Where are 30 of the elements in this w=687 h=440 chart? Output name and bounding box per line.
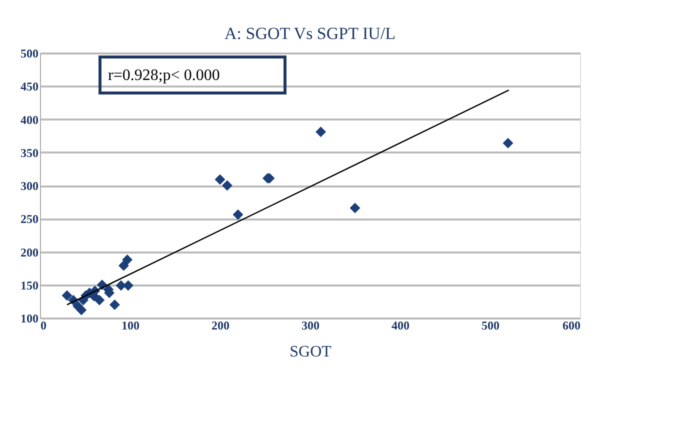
point (316, 126, 326, 138)
point (118, 260, 129, 271)
point (76, 304, 87, 316)
annotation: r=0.928;p< 0.000 (108, 67, 220, 84)
x-tick-label: 0 (40, 318, 46, 332)
x-tick-label: 300 (302, 318, 320, 332)
x-tick-label: 200 (212, 318, 230, 332)
x-tick-label: 100 (122, 318, 140, 332)
y-tick-label: 300 (20, 179, 38, 193)
y-tick-label: 500 (20, 46, 38, 60)
point (109, 300, 120, 310)
y-tick-label: 400 (20, 112, 38, 127)
y-tick-label: 350 (20, 146, 38, 160)
point (350, 202, 360, 214)
x-tick-label: 600 (562, 318, 580, 332)
chart-title: A: SGOT Vs SGPT IU/L (224, 24, 396, 43)
point (62, 290, 72, 301)
point (94, 294, 105, 306)
point (232, 209, 244, 220)
y-tick-label: 150 (20, 278, 38, 292)
point (222, 180, 232, 191)
x-tick-label: 500 (482, 318, 500, 332)
x-tick-label: 400 (392, 318, 410, 332)
point (214, 174, 226, 185)
x-axis-title: SGOT (290, 344, 332, 360)
y-tick-label: 250 (20, 212, 38, 226)
point (502, 138, 514, 148)
point (122, 254, 133, 265)
y-tick-label: 450 (20, 80, 38, 94)
y-tick-label: 200 (20, 245, 38, 260)
